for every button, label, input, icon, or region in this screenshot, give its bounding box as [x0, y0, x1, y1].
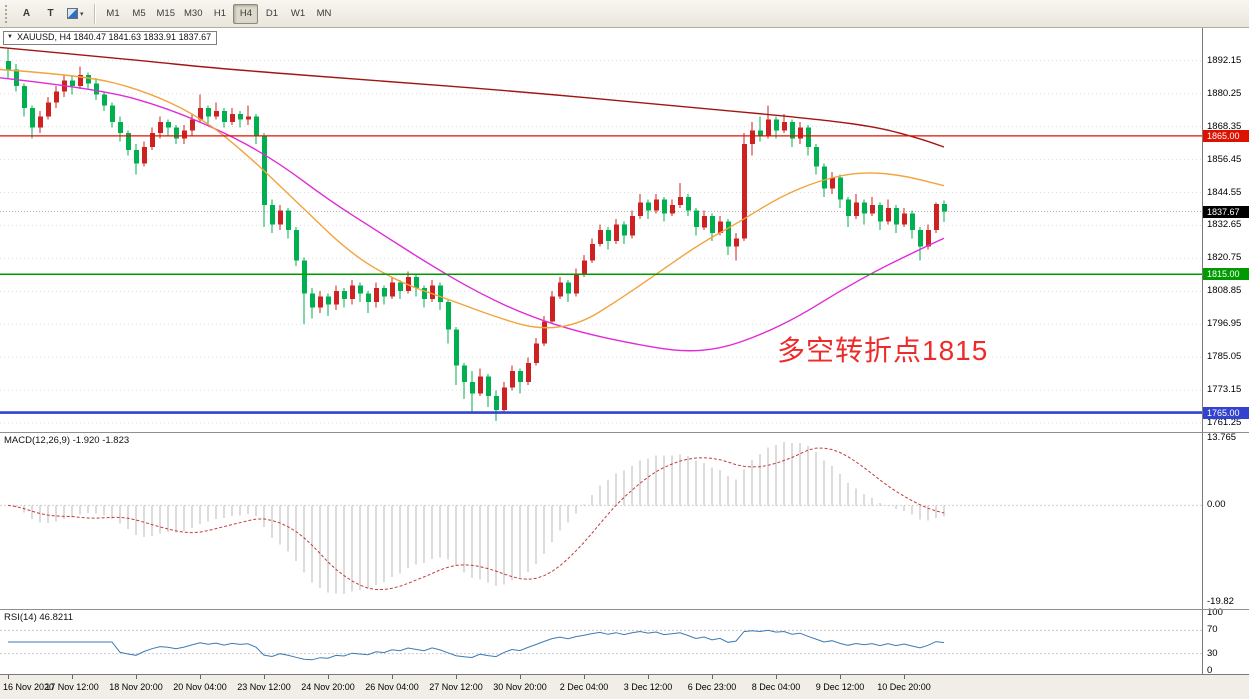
time-tick — [136, 675, 137, 679]
price-axis-label: 1844.55 — [1207, 186, 1242, 198]
price-axis-label: 1761.25 — [1207, 417, 1242, 428]
time-tick — [72, 675, 73, 679]
pane-separator[interactable] — [0, 432, 1249, 433]
time-axis-label: 16 Nov 2020 — [3, 682, 55, 692]
price-axis-label: 1856.45 — [1207, 153, 1242, 165]
time-tick — [328, 675, 329, 679]
rsi-indicator-label: RSI(14) 46.8211 — [4, 612, 74, 623]
tool-button-a[interactable]: A — [15, 4, 38, 24]
time-axis-label: 26 Nov 04:00 — [365, 682, 419, 692]
price-axis-label: 1880.25 — [1207, 87, 1242, 99]
chart-canvas[interactable] — [0, 28, 1202, 674]
price-axis-label: 1796.95 — [1207, 318, 1242, 330]
time-axis-label: 18 Nov 20:00 — [109, 682, 163, 692]
toolbar-separator — [93, 3, 95, 24]
macd-axis-label: 13.765 — [1207, 432, 1237, 444]
chevron-down-icon: ▾ — [80, 10, 84, 18]
timeframe-m1-button[interactable]: M1 — [101, 4, 126, 24]
rsi-axis-label: 70 — [1207, 624, 1218, 636]
time-tick — [392, 675, 393, 679]
symbol-ohlc-text: XAUUSD, H4 1840.47 1841.63 1833.91 1837.… — [16, 32, 212, 42]
time-tick — [584, 675, 585, 679]
time-tick — [712, 675, 713, 679]
timeframe-h1-button[interactable]: H1 — [207, 4, 232, 24]
time-tick — [264, 675, 265, 679]
time-tick — [904, 675, 905, 679]
time-tick — [776, 675, 777, 679]
hline-price-badge: 1765.00 — [1203, 406, 1249, 419]
macd-indicator-label: MACD(12,26,9) -1.920 -1.823 — [4, 435, 130, 446]
timeframe-m5-button[interactable]: M5 — [127, 4, 152, 24]
pane-separator[interactable] — [0, 609, 1249, 610]
timeframe-h4-button[interactable]: H4 — [233, 3, 259, 24]
toolbar-grip[interactable] — [5, 4, 9, 23]
time-axis-label: 20 Nov 04:00 — [173, 682, 227, 692]
time-axis-label: 6 Dec 23:00 — [687, 682, 737, 692]
rsi-axis-label: 30 — [1207, 647, 1218, 659]
timeframe-w1-button[interactable]: W1 — [285, 4, 310, 24]
timeframe-group: M1 M5 M15 M30 H1 H4 D1 W1 MN — [101, 3, 337, 24]
time-axis-label: 24 Nov 20:00 — [301, 682, 355, 692]
timeframe-d1-button[interactable]: D1 — [259, 4, 284, 24]
timeframe-mn-button[interactable]: MN — [311, 4, 336, 24]
rsi-axis-label: 100 — [1207, 606, 1223, 618]
time-axis[interactable]: 16 Nov 2020 17 Nov 12:00 18 Nov 20:00 20 No… — [0, 674, 1249, 699]
time-axis-label: 3 Dec 12:00 — [623, 682, 673, 692]
timeframe-m30-button[interactable]: M30 — [180, 4, 206, 24]
price-axis-label: 1868.35 — [1207, 120, 1242, 132]
time-axis-label: 10 Dec 20:00 — [877, 682, 931, 692]
price-axis-label: 1785.05 — [1207, 351, 1242, 363]
annotation-text[interactable]: 多空转折点1815 — [777, 335, 989, 366]
hline-price-badge: 1815.00 — [1203, 268, 1249, 281]
macd-axis-label: 0.00 — [1207, 499, 1226, 511]
macd-axis-label: -19.82 — [1207, 596, 1234, 608]
time-tick — [520, 675, 521, 679]
style-swatch-icon — [67, 8, 78, 19]
time-axis-label: 17 Nov 12:00 — [45, 682, 99, 692]
time-tick — [8, 675, 9, 679]
time-axis-label: 30 Nov 20:00 — [493, 682, 547, 692]
bid-price-badge: 1837.67 — [1203, 205, 1249, 218]
symbol-dropdown-icon[interactable]: ▼ — [7, 34, 13, 40]
time-axis-label: 2 Dec 04:00 — [559, 682, 609, 692]
price-axis-label: 1892.15 — [1207, 54, 1242, 66]
toolbar: A T ▾ M1 M5 M15 M30 H1 H4 D1 W1 MN — [0, 0, 1249, 28]
time-axis-label: 23 Nov 12:00 — [237, 682, 291, 692]
price-axis-label: 1832.65 — [1207, 219, 1242, 231]
time-tick — [200, 675, 201, 679]
price-axis-label: 1808.85 — [1207, 285, 1242, 297]
rsi-axis-label: 0 — [1207, 665, 1213, 677]
symbol-info-box[interactable]: ▼ XAUUSD, H4 1840.47 1841.63 1833.91 183… — [3, 31, 218, 45]
price-axis[interactable]: 1892.15 1880.25 1868.35 1856.45 1844.55 1832.… — [1202, 28, 1249, 677]
time-axis-label: 27 Nov 12:00 — [429, 682, 483, 692]
hline-price-badge: 1865.00 — [1203, 129, 1249, 142]
price-axis-label: 1820.75 — [1207, 252, 1242, 264]
time-axis-label: 9 Dec 12:00 — [815, 682, 865, 692]
chart-plot-area[interactable]: ▼ XAUUSD, H4 1840.47 1841.63 1833.91 183… — [0, 28, 1202, 674]
style-dropdown-button[interactable]: ▾ — [63, 4, 88, 24]
time-tick — [648, 675, 649, 679]
tool-button-text[interactable]: T — [39, 4, 62, 24]
time-tick — [456, 675, 457, 679]
time-axis-label: 8 Dec 04:00 — [751, 682, 801, 692]
time-tick — [840, 675, 841, 679]
price-axis-label: 1773.15 — [1207, 384, 1242, 396]
timeframe-m15-button[interactable]: M15 — [153, 4, 179, 24]
